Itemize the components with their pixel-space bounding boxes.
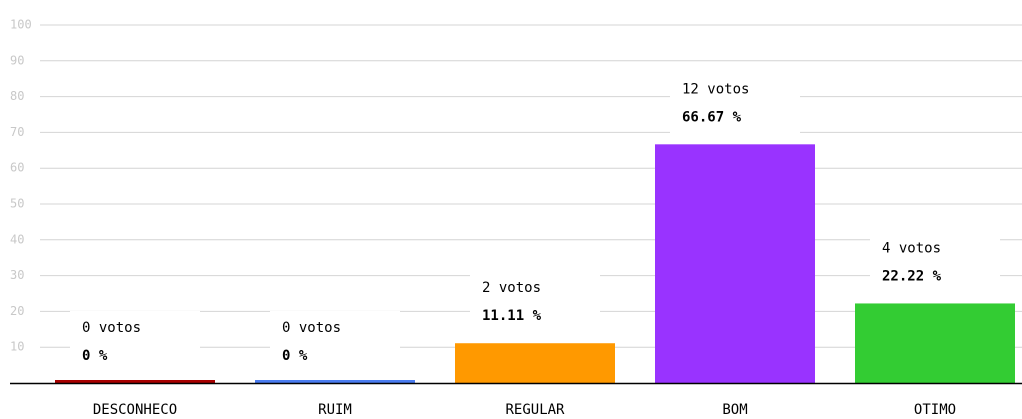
value-label: 66.67 % [682,109,742,125]
value-label: 22.22 % [882,268,942,284]
y-tick-label: 90 [10,53,24,67]
value-label: 0 % [82,348,108,364]
bar [455,343,615,383]
bar [655,144,815,383]
y-tick-label: 20 [10,304,24,318]
y-tick-label: 10 [10,340,24,354]
bar [55,380,215,383]
vote-label: 2 votos [482,280,541,296]
x-tick-label: BOM [722,402,747,418]
y-tick-label: 50 [10,197,24,211]
x-tick-label: REGULAR [505,402,565,418]
label-bg [670,72,800,135]
y-tick-label: 80 [10,89,24,103]
x-tick-label: OTIMO [914,402,956,418]
x-tick-label: DESCONHECO [93,402,177,418]
x-tick-label: RUIM [318,402,352,418]
value-label: 11.11 % [482,308,542,324]
bar [255,380,415,383]
y-tick-label: 100 [10,18,32,32]
label-bg [270,311,400,373]
label-bg [470,271,600,334]
vote-label: 0 votos [282,320,341,336]
vote-label: 4 votos [882,240,941,256]
y-tick-label: 30 [10,268,24,282]
y-tick-label: 60 [10,161,24,175]
label-bg [70,311,200,373]
vote-label: 12 votos [682,81,749,97]
y-tick-label: 70 [10,125,24,139]
vote-label: 0 votos [82,320,141,336]
y-tick-label: 40 [10,232,24,246]
label-bg [870,231,1000,294]
value-label: 0 % [282,348,308,364]
bar [855,303,1015,383]
